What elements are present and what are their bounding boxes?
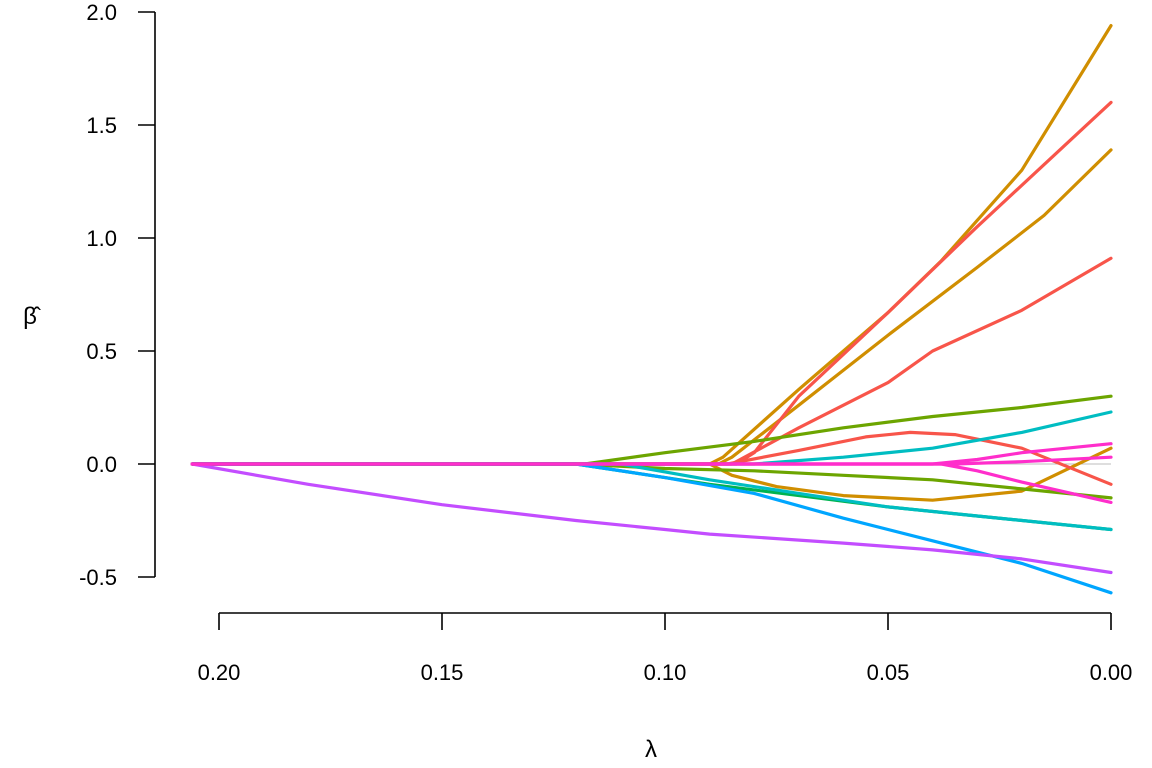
y-tick-label: -0.5 [79,565,117,590]
series-line-3 [190,446,1113,502]
y-tick-label: 0.0 [86,452,117,477]
series-line-12 [190,462,1113,595]
series-layer [190,24,1113,595]
y-tick-label: 1.0 [86,226,117,251]
y-tick-label: 1.5 [86,113,117,138]
y-tick-label: 0.5 [86,339,117,364]
x-axis-title: λ [645,736,657,763]
series-line-1 [190,24,1113,466]
axes-layer [154,12,1111,614]
x-tick-label: 0.05 [867,660,910,685]
series-line-13 [190,462,1113,575]
series-line-2 [190,148,1113,466]
series-line-6 [190,430,1113,486]
x-tick-label: 0.20 [198,660,241,685]
y-axis-title: β̂ [23,303,41,330]
series-line-5 [190,256,1113,466]
series-line-4 [190,100,1113,466]
x-tick-label: 0.10 [644,660,687,685]
series-line-16 [190,455,1113,466]
y-tick-label: 2.0 [86,0,117,25]
ticks-layer: -0.5 0.0 0.5 1.0 1.5 2.0 0.20 0.15 0.10 0.05 0.00 [79,0,1132,685]
series-line-7 [190,394,1113,466]
x-tick-label: 0.15 [421,660,464,685]
x-tick-label: 0.00 [1090,660,1133,685]
